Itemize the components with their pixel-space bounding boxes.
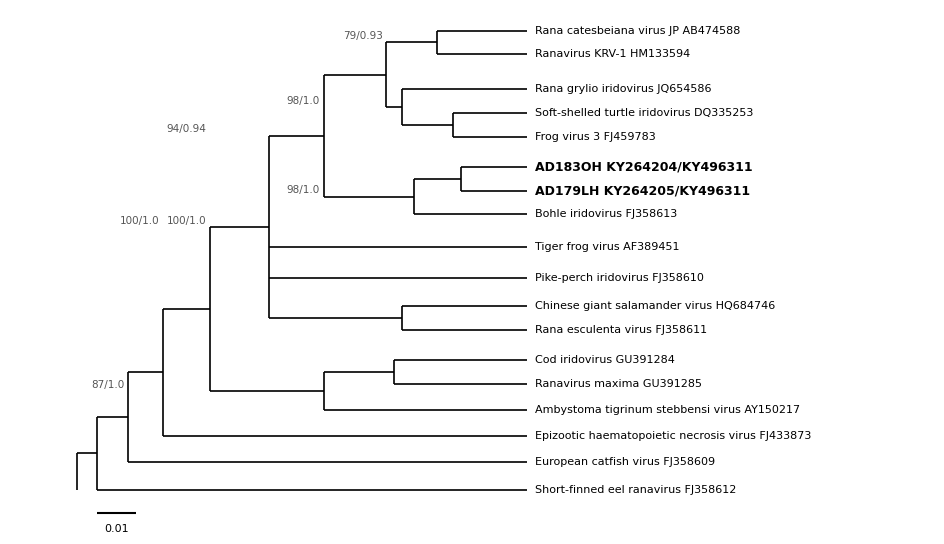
Text: Ranavirus maxima GU391285: Ranavirus maxima GU391285 <box>534 379 701 389</box>
Text: Soft-shelled turtle iridovirus DQ335253: Soft-shelled turtle iridovirus DQ335253 <box>534 108 752 118</box>
Text: 100/1.0: 100/1.0 <box>167 215 206 226</box>
Text: Epizootic haematopoietic necrosis virus FJ433873: Epizootic haematopoietic necrosis virus … <box>534 431 811 441</box>
Text: Bohle iridovirus FJ358613: Bohle iridovirus FJ358613 <box>534 209 677 219</box>
Text: 94/0.94: 94/0.94 <box>166 125 206 134</box>
Text: 98/1.0: 98/1.0 <box>286 186 320 195</box>
Text: 0.01: 0.01 <box>104 524 128 534</box>
Text: 79/0.93: 79/0.93 <box>343 31 382 41</box>
Text: European catfish virus FJ358609: European catfish virus FJ358609 <box>534 456 715 467</box>
Text: AD183OH KY264204/KY496311: AD183OH KY264204/KY496311 <box>534 160 752 174</box>
Text: Rana catesbeiana virus JP AB474588: Rana catesbeiana virus JP AB474588 <box>534 26 740 35</box>
Text: Ranavirus KRV-1 HM133594: Ranavirus KRV-1 HM133594 <box>534 49 690 59</box>
Text: Rana grylio iridovirus JQ654586: Rana grylio iridovirus JQ654586 <box>534 84 711 95</box>
Text: Ambystoma tigrinum stebbensi virus AY150217: Ambystoma tigrinum stebbensi virus AY150… <box>534 405 800 415</box>
Text: Cod iridovirus GU391284: Cod iridovirus GU391284 <box>534 355 674 366</box>
Text: Rana esculenta virus FJ358611: Rana esculenta virus FJ358611 <box>534 325 706 335</box>
Text: AD179LH KY264205/KY496311: AD179LH KY264205/KY496311 <box>534 184 750 197</box>
Text: Tiger frog virus AF389451: Tiger frog virus AF389451 <box>534 242 679 252</box>
Text: 100/1.0: 100/1.0 <box>120 215 160 226</box>
Text: Short-finned eel ranavirus FJ358612: Short-finned eel ranavirus FJ358612 <box>534 485 735 495</box>
Text: 98/1.0: 98/1.0 <box>286 96 320 106</box>
Text: Pike-perch iridovirus FJ358610: Pike-perch iridovirus FJ358610 <box>534 273 703 283</box>
Text: 87/1.0: 87/1.0 <box>91 380 125 390</box>
Text: Chinese giant salamander virus HQ684746: Chinese giant salamander virus HQ684746 <box>534 301 774 311</box>
Text: Frog virus 3 FJ459783: Frog virus 3 FJ459783 <box>534 132 655 141</box>
